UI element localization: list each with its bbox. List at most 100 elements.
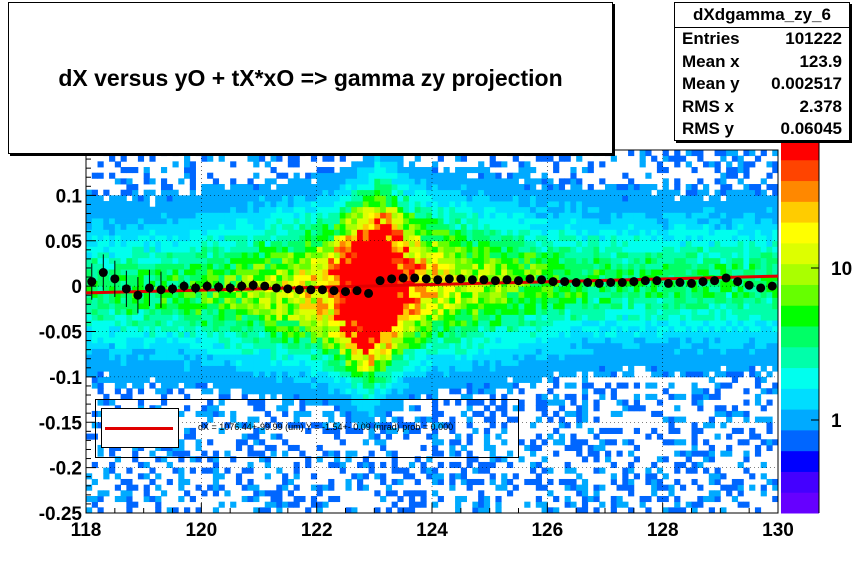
heatmap-cell (137, 206, 145, 213)
heatmap-cell (264, 410, 271, 417)
heatmap-cell (247, 348, 254, 355)
heatmap-cell (605, 286, 612, 293)
heatmap-cell (558, 371, 566, 378)
heatmap-cell (535, 478, 542, 486)
heatmap-cell (662, 235, 669, 242)
heatmap-cell (103, 331, 110, 338)
heatmap-cell (160, 178, 168, 185)
heatmap-cell (472, 246, 479, 253)
heatmap-cell (247, 223, 254, 230)
heatmap-cell (420, 184, 427, 191)
heatmap-cell (299, 314, 306, 321)
heatmap-cell (247, 195, 254, 202)
heatmap-cell (610, 331, 617, 338)
heatmap-cell (610, 427, 617, 434)
heatmap-cell (455, 167, 462, 174)
heatmap-cell (628, 184, 635, 191)
heatmap-cell (322, 348, 329, 355)
heatmap-cell (443, 354, 450, 361)
heatmap-cell (668, 320, 675, 327)
heatmap-cell (501, 246, 508, 253)
heatmap-cell (397, 172, 404, 179)
heatmap-cell (259, 235, 266, 242)
heatmap-cell (610, 246, 617, 253)
heatmap-cell (276, 189, 283, 196)
heatmap-cell (697, 359, 704, 366)
heatmap-cell (235, 229, 243, 236)
heatmap-cell (674, 405, 681, 412)
heatmap-cell (495, 240, 502, 247)
heatmap-cell (322, 201, 329, 208)
heatmap-cell (276, 235, 283, 242)
heatmap-cell (259, 229, 266, 236)
heatmap-cell (86, 348, 93, 355)
heatmap-cell (132, 257, 139, 264)
heatmap-cell (587, 342, 594, 349)
heatmap-cell (316, 218, 323, 225)
heatmap-cell (293, 376, 300, 383)
heatmap-cell (674, 201, 681, 208)
heatmap-cell (391, 325, 398, 332)
heatmap-cell (160, 269, 168, 276)
heatmap-cell (679, 320, 687, 327)
heatmap-cell (137, 235, 145, 242)
heatmap-cell (293, 422, 300, 429)
heatmap-cell (166, 354, 173, 361)
heatmap-cell (160, 235, 168, 242)
heatmap-cell (616, 427, 623, 434)
heatmap-cell (432, 161, 439, 168)
heatmap-cell (397, 195, 404, 202)
heatmap-cell (420, 223, 427, 230)
heatmap-cell (155, 354, 162, 361)
heatmap-cell (264, 246, 271, 253)
heatmap-cell (599, 331, 606, 338)
heatmap-cell (432, 393, 439, 400)
heatmap-cell (420, 337, 427, 344)
heatmap-cell (558, 240, 566, 247)
heatmap-cell (103, 240, 110, 247)
heatmap-cell (362, 359, 369, 366)
heatmap-cell (328, 178, 335, 185)
heatmap-cell (282, 172, 289, 179)
heatmap-cell (328, 348, 335, 355)
heatmap-cell (558, 229, 566, 236)
heatmap-cell (126, 314, 133, 321)
heatmap-cell (299, 342, 306, 349)
heatmap-cell (230, 501, 237, 508)
heatmap-cell (293, 229, 300, 236)
heatmap-cell (651, 246, 658, 253)
heatmap-cell (512, 229, 519, 236)
heatmap-cell (449, 246, 456, 253)
heatmap-cell (385, 223, 393, 230)
heatmap-cell (109, 229, 116, 236)
heatmap-cell (299, 495, 306, 503)
heatmap-cell (651, 212, 658, 219)
heatmap-cell (420, 388, 427, 395)
heatmap-cell (351, 393, 358, 400)
heatmap-cell (160, 354, 168, 361)
heatmap-cell (449, 348, 456, 355)
heatmap-cell (674, 416, 681, 423)
heatmap-cell (380, 388, 387, 395)
heatmap-cell (674, 291, 681, 298)
heatmap-cell (322, 303, 329, 310)
heatmap-cell (212, 461, 220, 469)
heatmap-cell (160, 371, 168, 378)
heatmap-cell (622, 354, 629, 361)
heatmap-cell (414, 382, 421, 389)
heatmap-cell (166, 229, 173, 236)
heatmap-cell (449, 388, 456, 395)
heatmap-cell (189, 274, 196, 281)
heatmap-cell (426, 416, 433, 423)
heatmap-cell (547, 291, 554, 298)
heatmap-cell (339, 263, 346, 270)
heatmap-cell (535, 376, 542, 383)
heatmap-cell (207, 405, 214, 412)
heatmap-cell (697, 314, 704, 321)
heatmap-cell (201, 467, 208, 474)
heatmap-cell (656, 365, 664, 372)
heatmap-cell (316, 257, 323, 264)
heatmap-cell (264, 371, 271, 378)
heatmap-cell (172, 212, 179, 219)
heatmap-cell (120, 348, 127, 355)
